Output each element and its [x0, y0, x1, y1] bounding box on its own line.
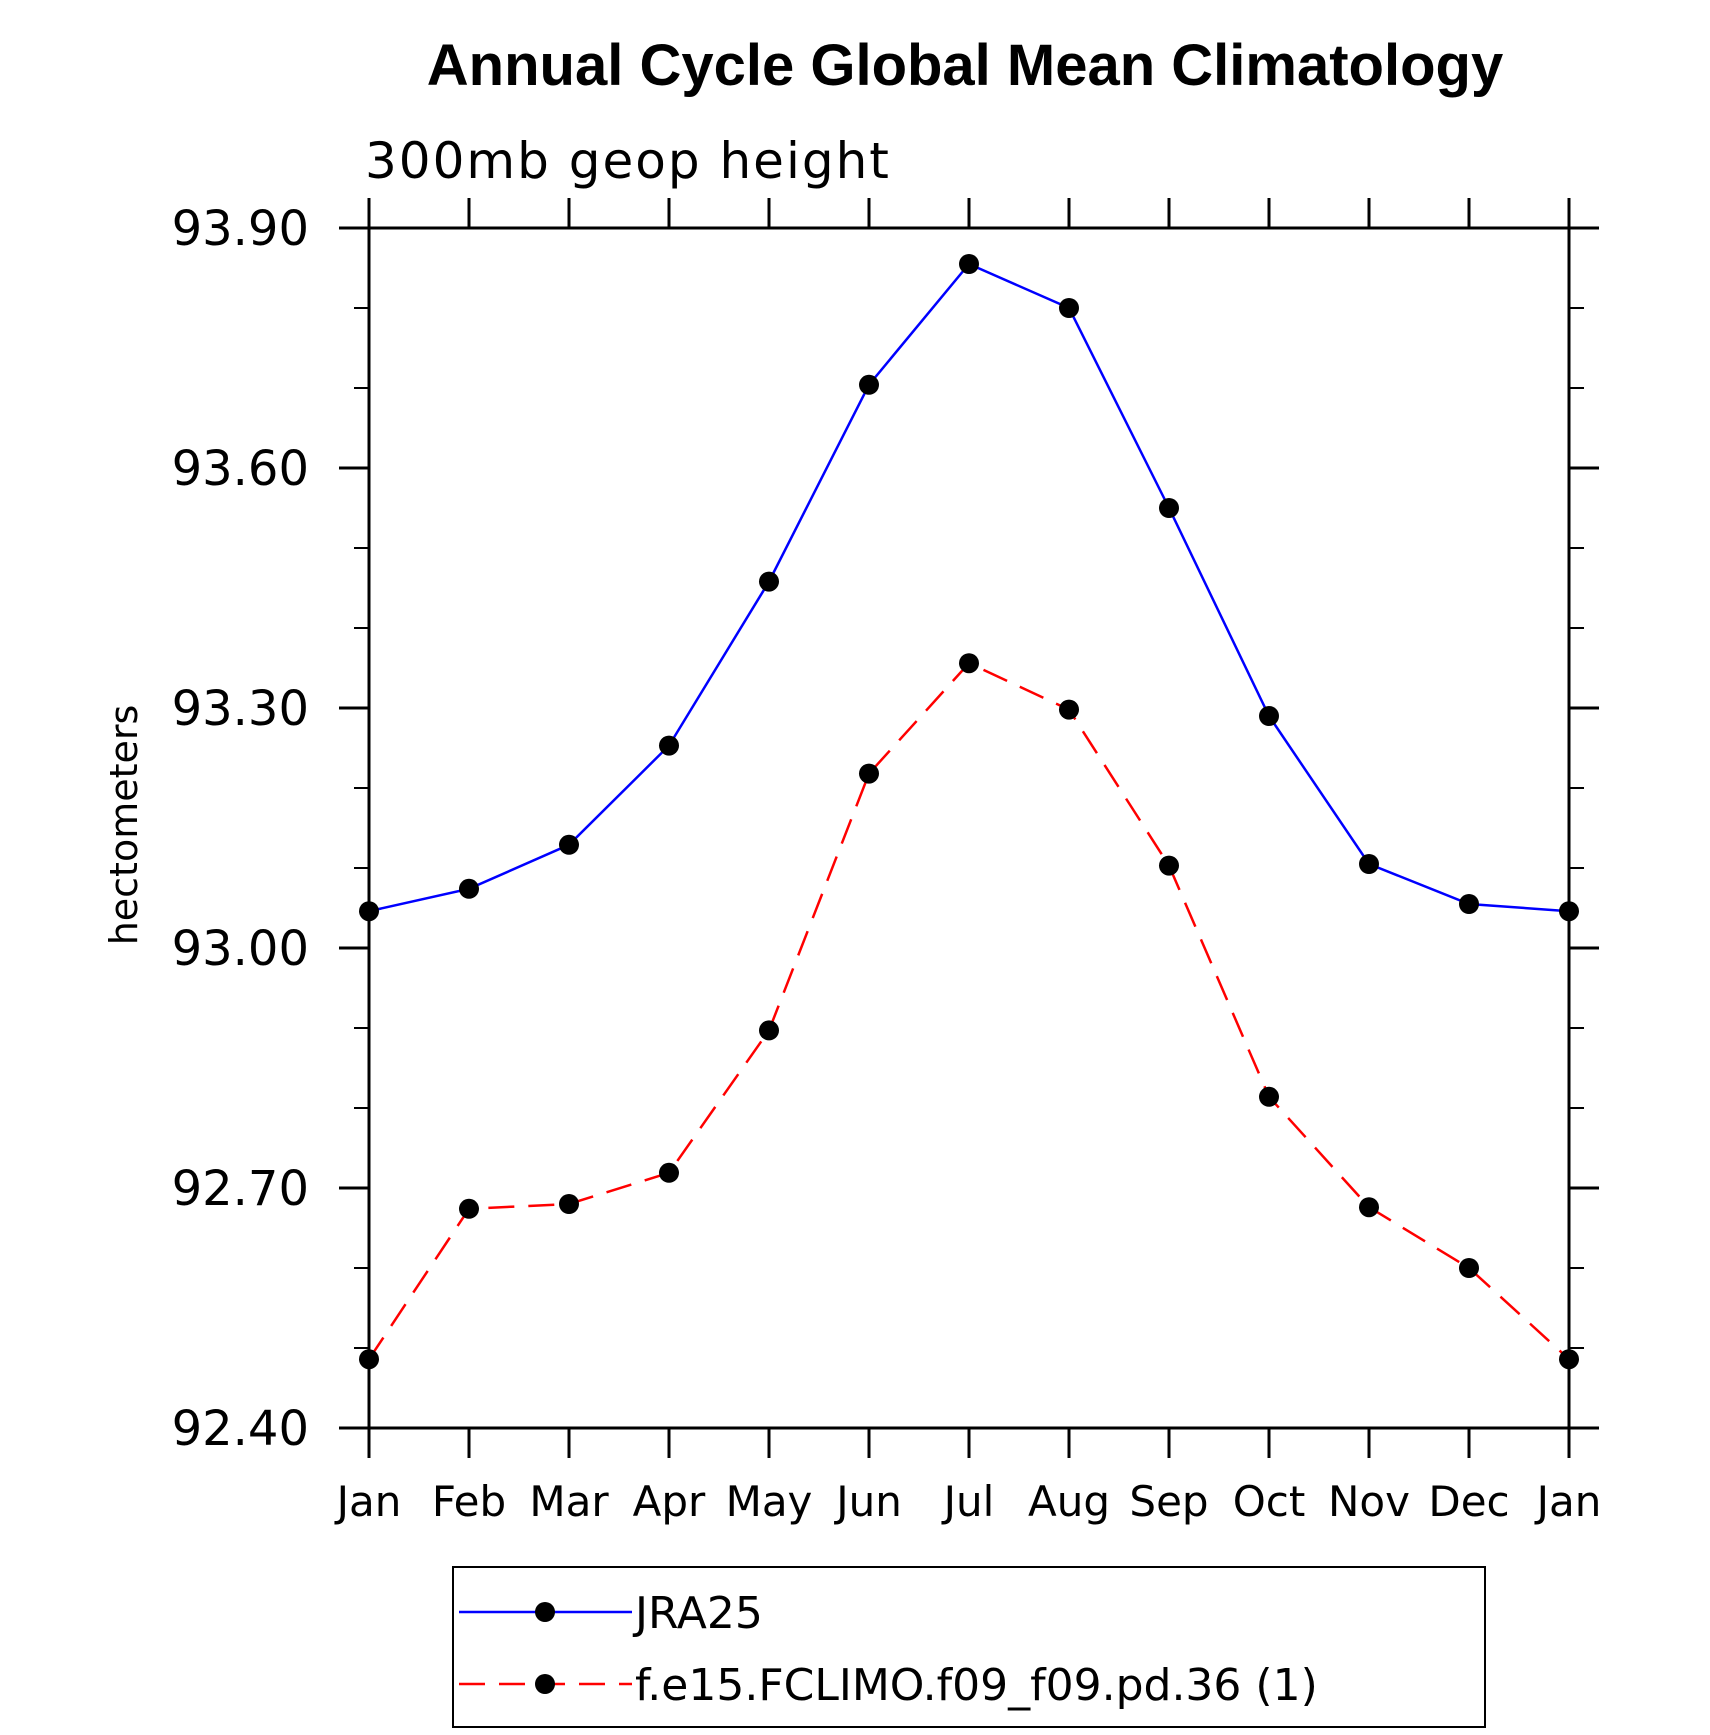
- y-tick-label: 93.60: [172, 441, 309, 497]
- x-tick-labels: Jan Feb Mar Apr May Jun Jul Aug Sep Oct Nov Dec Jan: [334, 1477, 1602, 1526]
- x-tick-label: Jan: [334, 1477, 402, 1526]
- legend-marker-series-1: [535, 1602, 555, 1622]
- plot-frame: [367, 226, 1571, 1430]
- legend-label-series-2: f.e15.FCLIMO.f09_f09.pd.36 (1): [635, 1660, 1318, 1711]
- legend-label-series-1: JRA25: [632, 1588, 763, 1639]
- series-1-point: [1459, 894, 1479, 914]
- x-tick-label: Apr: [633, 1477, 706, 1526]
- x-tick-label: Oct: [1233, 1477, 1306, 1526]
- series-line-2: [367, 661, 1570, 1361]
- series-2-point: [1559, 1349, 1579, 1370]
- series-1-point: [759, 571, 779, 592]
- series-1-point: [1159, 498, 1179, 518]
- legend-marker-series-2: [535, 1674, 555, 1694]
- x-tick-label: Aug: [1028, 1477, 1110, 1526]
- series-line-1: [368, 262, 1570, 913]
- y-axis-label: hectometers: [102, 705, 146, 946]
- series-1-point: [659, 735, 679, 756]
- series-2-point: [859, 763, 879, 784]
- series-2-point: [1259, 1086, 1279, 1107]
- series-markers: [359, 254, 1579, 1370]
- series-2-point: [959, 653, 979, 674]
- series-2-point: [1159, 855, 1179, 876]
- x-tick-label: Feb: [432, 1477, 506, 1526]
- y-tick-label: 93.00: [172, 921, 309, 977]
- series-1-point: [559, 834, 579, 855]
- x-tick-label: Dec: [1428, 1477, 1509, 1526]
- series-1-point: [1559, 901, 1579, 922]
- series-2-point: [659, 1162, 679, 1183]
- x-tick-label: Nov: [1328, 1477, 1410, 1526]
- y-tick-label: 92.70: [172, 1161, 309, 1217]
- y-tick-label: 93.90: [172, 201, 309, 257]
- chart-subtitle: 300mb geop height: [365, 132, 891, 190]
- series-1-point: [459, 878, 479, 899]
- legend-box: [452, 1566, 1486, 1728]
- series-1-point: [1059, 298, 1079, 318]
- series-1-point: [959, 254, 979, 274]
- y-tick-labels: 92.40 92.70 93.00 93.30 93.60 93.90: [172, 201, 309, 1457]
- series-lines: [367, 262, 1570, 1361]
- series-2-point: [1059, 699, 1079, 720]
- series-1-point: [1359, 854, 1379, 874]
- x-tick-label: Jun: [833, 1477, 902, 1526]
- x-tick-label: Mar: [529, 1477, 609, 1526]
- series-2-point: [559, 1194, 579, 1214]
- y-tick-label: 93.30: [172, 681, 309, 737]
- series-1-point: [859, 374, 879, 395]
- series-2-point: [459, 1198, 479, 1219]
- series-2-point: [1459, 1258, 1479, 1278]
- x-tick-label: Sep: [1129, 1477, 1208, 1526]
- axis-ticks: [339, 198, 1599, 1458]
- x-tick-label: Jul: [941, 1477, 995, 1526]
- series-1-point: [359, 901, 379, 922]
- series-2-point: [759, 1020, 779, 1041]
- x-tick-label: Jan: [1534, 1477, 1602, 1526]
- series-2-point: [1359, 1197, 1379, 1218]
- x-tick-label: May: [726, 1477, 813, 1526]
- series-2-point: [359, 1349, 379, 1370]
- chart-title: Annual Cycle Global Mean Climatology: [427, 33, 1503, 98]
- y-tick-label: 92.40: [172, 1401, 309, 1457]
- legend: JRA25 f.e15.FCLIMO.f09_f09.pd.36 (1): [452, 1566, 1486, 1728]
- series-1-point: [1259, 706, 1279, 726]
